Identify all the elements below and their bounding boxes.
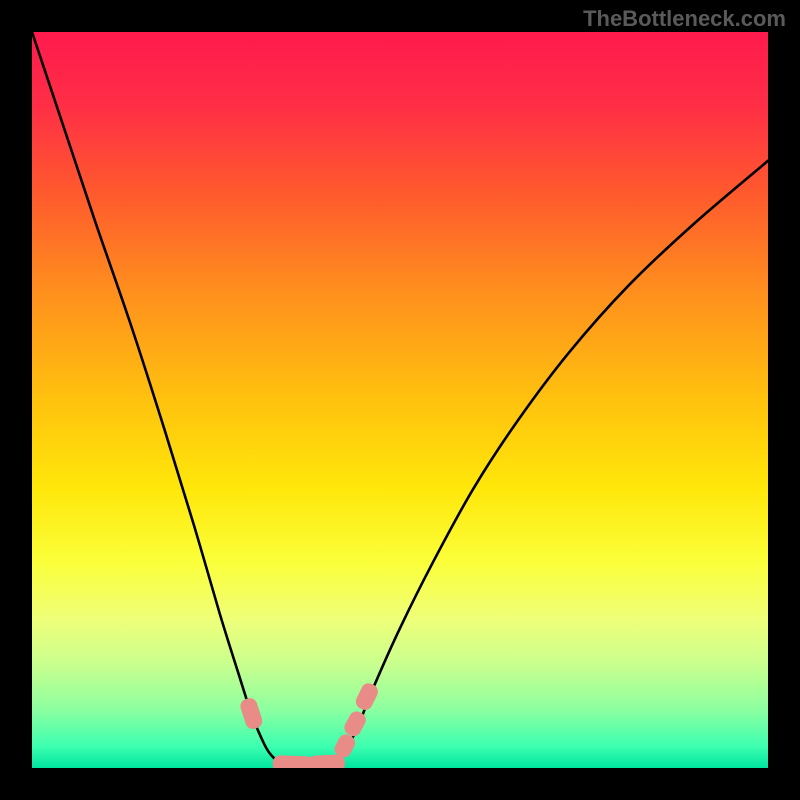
bottleneck-curve: [32, 32, 768, 768]
curve-path: [32, 32, 768, 767]
chart-frame: TheBottleneck.com: [0, 0, 800, 800]
marker-1: [273, 756, 314, 768]
marker-5: [354, 681, 380, 711]
marker-2: [308, 755, 345, 768]
watermark-text: TheBottleneck.com: [583, 6, 786, 32]
valley-markers: [239, 681, 380, 768]
plot-area: [32, 32, 768, 768]
marker-0: [239, 697, 263, 730]
